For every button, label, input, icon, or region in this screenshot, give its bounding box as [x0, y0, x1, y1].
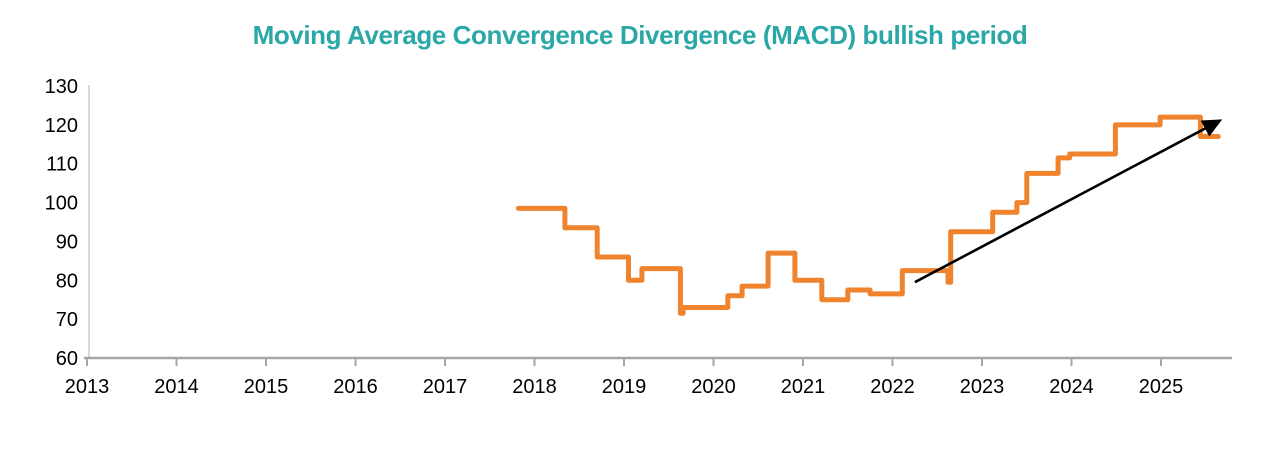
y-axis-tick-label: 60	[56, 348, 78, 370]
x-axis-tick-label: 2023	[960, 376, 1005, 398]
y-axis-tick-label: 130	[45, 76, 78, 98]
y-axis-tick-label: 110	[46, 154, 78, 176]
chart-title: Moving Average Convergence Divergence (M…	[252, 20, 1028, 50]
y-axis-tick-label: 100	[45, 193, 78, 215]
macd-series-line	[515, 114, 1221, 316]
x-axis-tick-label: 2014	[154, 376, 199, 398]
x-axis-tick-label: 2019	[602, 376, 647, 398]
y-axis-tick-label: 90	[56, 231, 78, 253]
trend-arrow	[914, 119, 1223, 284]
x-axis-tick-label: 2022	[870, 376, 915, 398]
x-axis-tick-label: 2020	[691, 376, 736, 398]
y-axis-tick-label: 80	[56, 270, 78, 292]
y-axis-tick-label: 70	[56, 309, 78, 331]
x-axis-tick-label: 2015	[244, 376, 289, 398]
x-axis-tick-label: 2021	[781, 376, 826, 398]
y-axis-tick-label: 120	[45, 115, 78, 137]
x-axis-tick-label: 2013	[65, 376, 110, 398]
x-axis-tick-label: 2018	[512, 376, 557, 398]
x-axis-tick-label: 2024	[1049, 376, 1094, 398]
x-axis-tick-label: 2016	[333, 376, 378, 398]
x-axis-tick-label: 2025	[1139, 376, 1184, 398]
x-axis-tick-label: 2017	[423, 376, 468, 398]
